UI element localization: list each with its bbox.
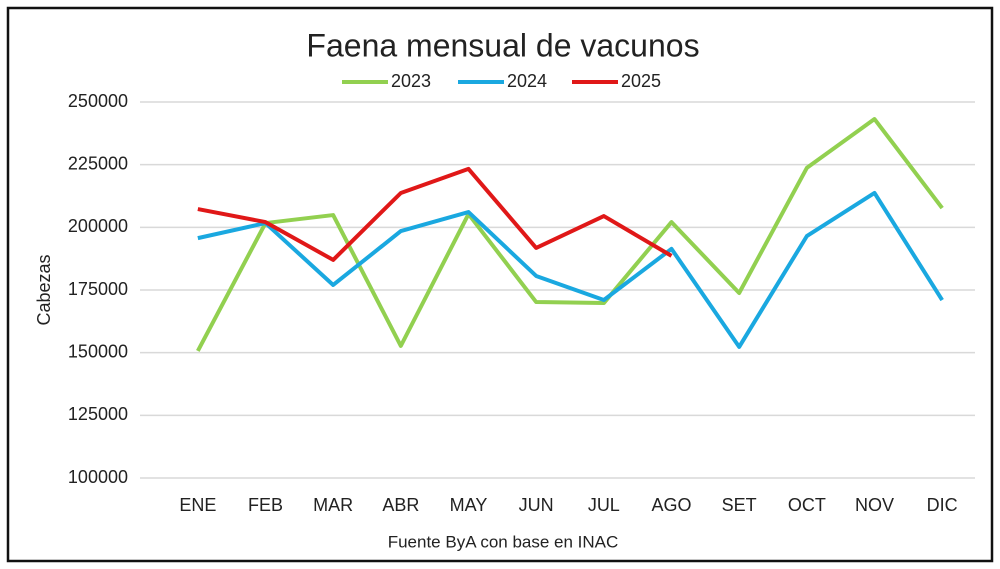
x-tick-label: NOV	[855, 495, 894, 515]
x-tick-label: JUL	[588, 495, 620, 515]
x-tick-label: ENE	[179, 495, 216, 515]
series-line	[197, 166, 673, 262]
x-tick-label: ABR	[382, 495, 419, 515]
y-tick-label: 250000	[68, 91, 128, 111]
chart-title: Faena mensual de vacunos	[306, 27, 699, 63]
legend-label: 2023	[391, 71, 431, 91]
legend-label: 2025	[621, 71, 661, 91]
frame	[6, 6, 994, 563]
x-tick-label: FEB	[248, 495, 283, 515]
x-tick-label: MAR	[313, 495, 353, 515]
y-tick-label: 150000	[68, 341, 128, 361]
y-tick-label: 200000	[68, 216, 128, 236]
x-tick-label: JUN	[519, 495, 554, 515]
y-tick-label: 100000	[68, 467, 128, 487]
x-tick-label: MAY	[450, 495, 488, 515]
x-tick-label: OCT	[788, 495, 826, 515]
series-line	[197, 190, 944, 349]
y-axis-label: Cabezas	[34, 254, 54, 325]
y-tick-label: 175000	[68, 279, 128, 299]
x-tick-label: SET	[722, 495, 757, 515]
x-tick-label: DIC	[927, 495, 958, 515]
source-note: Fuente ByA con base en INAC	[388, 532, 619, 551]
y-tick-label: 125000	[68, 404, 128, 424]
y-tick-label: 225000	[68, 153, 128, 173]
series-line	[196, 117, 944, 352]
legend-label: 2024	[507, 71, 547, 91]
x-tick-label: AGO	[651, 495, 691, 515]
